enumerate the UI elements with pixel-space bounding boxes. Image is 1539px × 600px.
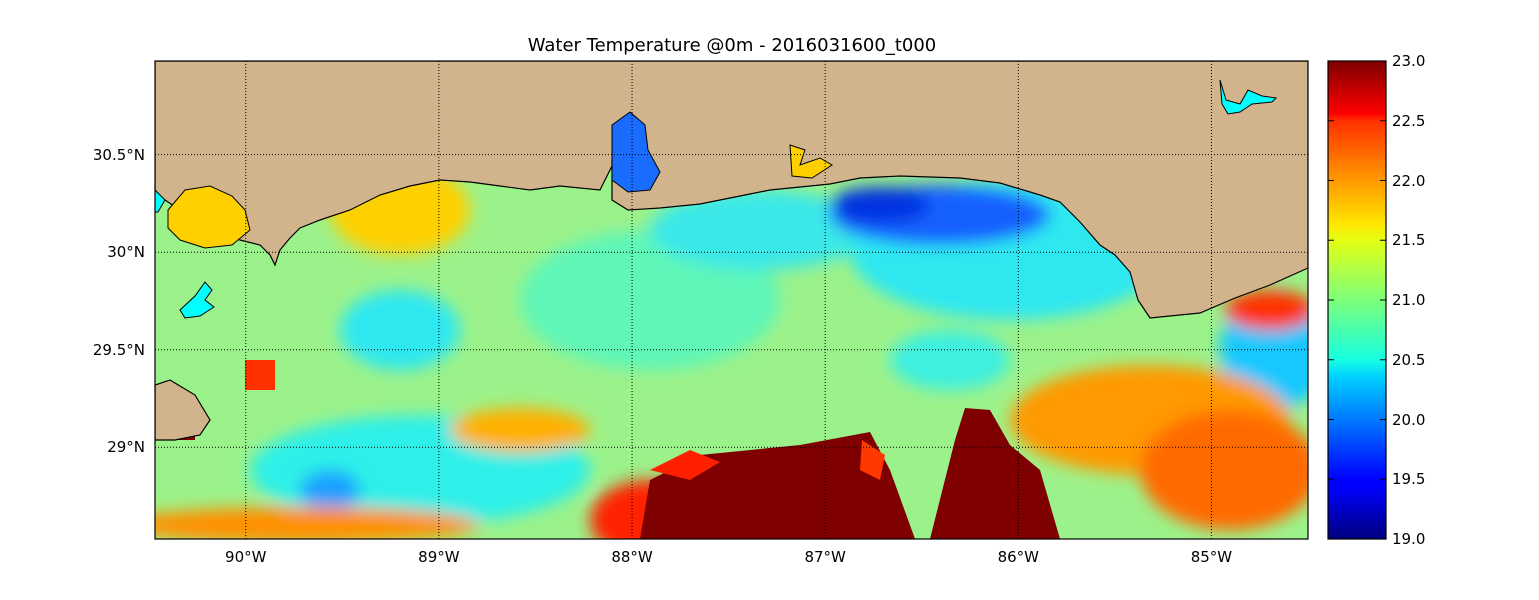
colorbar-tick-label: 22.5 (1392, 111, 1426, 130)
colorbar-tick-label: 23.0 (1392, 52, 1426, 70)
latitude-label: 29.5°N (92, 340, 145, 359)
colorbar (1327, 60, 1387, 540)
longitude-label: 90°W (225, 548, 267, 566)
longitude-label: 89°W (418, 548, 460, 566)
colorbar-tick-label: 20.5 (1392, 350, 1426, 369)
land (155, 61, 1308, 441)
colorbar-tick-label: 19.0 (1392, 530, 1426, 548)
latitude-label: 30.5°N (92, 145, 145, 164)
latitude-label: 29°N (107, 438, 145, 457)
longitude-label: 85°W (1190, 548, 1233, 566)
lakes (154, 79, 1278, 319)
longitude-label: 86°W (997, 548, 1040, 566)
colorbar-tick-label: 19.5 (1392, 470, 1426, 489)
longitude-label: 87°W (804, 548, 846, 566)
colorbar-ticks (1328, 60, 1386, 540)
sst-field (155, 61, 1308, 539)
longitude-label: 88°W (611, 548, 653, 566)
latitude-label: 30°N (107, 243, 145, 262)
map-frame (154, 60, 1309, 540)
colorbar-tick-label: 21.0 (1392, 291, 1426, 309)
colorbar-tick-label: 22.0 (1392, 171, 1426, 190)
colorbar-tick-label: 21.5 (1392, 231, 1426, 250)
map-title: Water Temperature @0m - 2016031600_t000 (527, 35, 937, 56)
colorbar-tick-label: 20.0 (1392, 410, 1426, 429)
graticule (155, 61, 1308, 539)
